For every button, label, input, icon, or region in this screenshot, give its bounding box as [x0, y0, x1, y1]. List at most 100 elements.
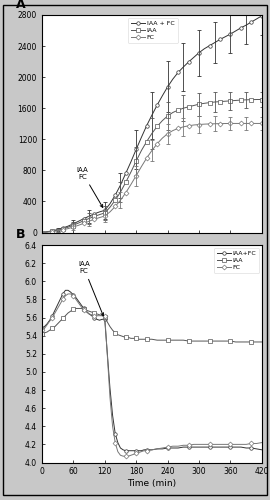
Line: IAA: IAA — [40, 306, 264, 344]
IAA+FC — [119, 445, 122, 451]
IAA — [260, 96, 264, 102]
FC — [182, 124, 185, 130]
FC — [245, 120, 248, 126]
IAA + FC — [145, 122, 148, 128]
FC — [51, 228, 54, 234]
IAA — [114, 198, 117, 203]
Line: FC: FC — [40, 122, 264, 234]
IAA — [234, 98, 237, 103]
IAA + FC — [156, 102, 159, 108]
FC — [45, 229, 49, 235]
IAA + FC — [66, 223, 70, 229]
IAA — [51, 228, 54, 234]
FC — [203, 121, 206, 127]
IAA + FC — [213, 40, 216, 46]
IAA — [161, 118, 164, 124]
IAA — [129, 169, 133, 175]
FC — [93, 312, 96, 318]
IAA — [171, 110, 174, 116]
IAA — [45, 229, 49, 235]
IAA+FC — [171, 445, 174, 451]
FC — [145, 155, 148, 161]
FC — [187, 123, 190, 129]
IAA+FC — [93, 314, 96, 320]
IAA — [124, 180, 127, 186]
IAA — [255, 339, 258, 345]
FC — [239, 120, 242, 126]
IAA+FC — [255, 446, 258, 452]
FC — [260, 440, 264, 446]
IAA+FC — [260, 447, 264, 453]
IAA — [98, 212, 101, 218]
IAA + FC — [134, 146, 138, 152]
IAA + FC — [224, 34, 227, 40]
IAA — [119, 189, 122, 195]
IAA — [218, 98, 222, 104]
IAA + FC — [150, 112, 153, 118]
IAA + FC — [51, 228, 54, 234]
IAA+FC — [127, 448, 130, 454]
IAA — [61, 226, 65, 232]
IAA — [260, 339, 264, 345]
FC — [127, 453, 130, 459]
IAA + FC — [192, 54, 195, 60]
IAA — [208, 100, 211, 105]
IAA + FC — [98, 209, 101, 215]
IAA + FC — [82, 216, 85, 222]
IAA + FC — [108, 201, 112, 207]
IAA + FC — [103, 208, 106, 214]
IAA + FC — [61, 225, 65, 231]
FC — [72, 224, 75, 230]
IAA — [93, 214, 96, 220]
FC — [87, 218, 91, 224]
FC — [250, 120, 253, 126]
IAA — [93, 310, 96, 316]
IAA — [40, 230, 43, 235]
Line: FC: FC — [40, 292, 264, 458]
IAA+FC — [64, 288, 67, 294]
Legend: IAA + FC, IAA, FC: IAA + FC, IAA, FC — [128, 18, 178, 43]
FC — [224, 120, 227, 126]
IAA + FC — [229, 31, 232, 37]
IAA + FC — [250, 19, 253, 25]
FC — [98, 214, 101, 220]
IAA + FC — [187, 59, 190, 65]
FC — [129, 182, 133, 188]
IAA — [145, 138, 148, 144]
FC — [87, 311, 91, 317]
IAA — [40, 331, 43, 337]
IAA + FC — [161, 93, 164, 99]
FC — [156, 141, 159, 147]
FC — [166, 130, 169, 136]
FC — [124, 190, 127, 196]
IAA + FC — [177, 70, 180, 75]
IAA + FC — [124, 170, 127, 176]
FC — [208, 121, 211, 127]
IAA + FC — [208, 42, 211, 48]
IAA + FC — [239, 25, 242, 31]
FC — [56, 228, 59, 234]
IAA + FC — [260, 13, 264, 19]
Text: IAA
FC: IAA FC — [78, 261, 103, 316]
FC — [93, 216, 96, 222]
IAA — [108, 204, 112, 210]
IAA — [245, 97, 248, 103]
IAA + FC — [255, 16, 258, 22]
FC — [192, 122, 195, 128]
IAA — [229, 98, 232, 104]
Text: IAA
FC: IAA FC — [77, 166, 103, 207]
FC — [119, 452, 122, 458]
IAA — [255, 96, 258, 102]
IAA — [192, 102, 195, 108]
FC — [103, 213, 106, 219]
IAA+FC — [124, 448, 127, 454]
IAA + FC — [182, 64, 185, 70]
IAA — [56, 227, 59, 233]
IAA + FC — [45, 228, 49, 234]
Line: IAA: IAA — [40, 98, 264, 234]
IAA + FC — [72, 221, 75, 227]
IAA — [124, 334, 127, 340]
Text: B: B — [15, 228, 25, 240]
IAA + FC — [234, 28, 237, 34]
IAA — [87, 216, 91, 222]
